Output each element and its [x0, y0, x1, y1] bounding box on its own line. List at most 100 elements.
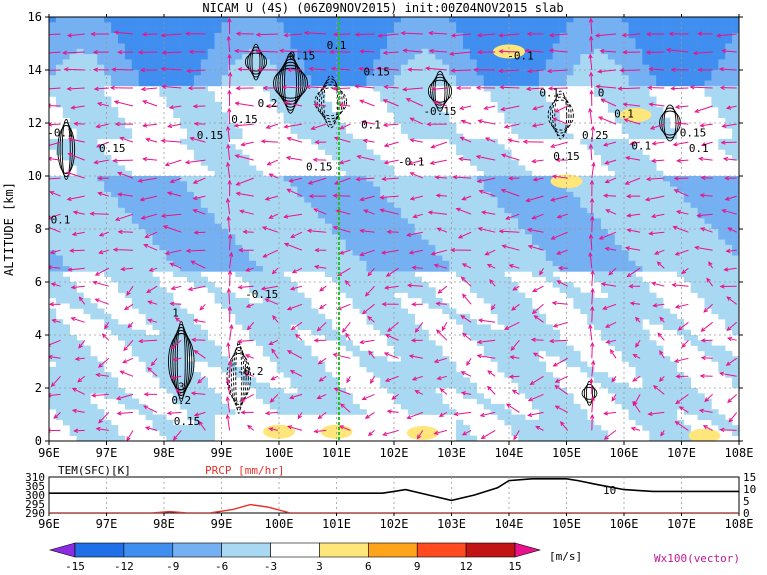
shade-cell: [552, 350, 560, 357]
shade-cell: [642, 361, 650, 368]
shade-cell: [124, 181, 133, 187]
shade-cell: [483, 64, 491, 71]
shade-cell: [304, 382, 312, 389]
shade-cell: [469, 244, 478, 251]
shade-cell: [76, 414, 84, 421]
shade-cell: [83, 255, 91, 262]
shade-cell: [180, 32, 188, 39]
shade-cell: [193, 27, 202, 34]
shade-cell: [614, 202, 622, 209]
shade-cell: [607, 43, 616, 50]
shade-cell: [297, 366, 305, 373]
shade-cell: [621, 356, 629, 362]
shade-cell: [642, 207, 650, 214]
shade-cell: [421, 91, 429, 97]
shade-cell: [69, 38, 77, 44]
shade-cell: [594, 54, 602, 60]
shade-cell: [304, 356, 312, 362]
shade-cell: [621, 59, 629, 65]
shade-cell: [394, 335, 402, 341]
shade-cell: [138, 22, 146, 28]
shade-cell: [497, 223, 505, 230]
shade-cell: [414, 43, 422, 50]
shade-cell: [442, 38, 450, 44]
shade-cell: [338, 27, 346, 34]
shade-cell: [449, 239, 457, 246]
shade-cell: [614, 43, 622, 50]
shade-cell: [621, 223, 629, 230]
shade-cell: [152, 218, 160, 224]
shade-cell: [207, 282, 215, 288]
shade-cell: [159, 17, 167, 23]
shade-cell: [131, 191, 139, 198]
shade-cell: [256, 319, 264, 325]
shade-cell: [159, 319, 167, 325]
shade-cell: [118, 218, 126, 224]
shade-cell: [525, 43, 533, 50]
shade-cell: [649, 388, 657, 394]
shade-cell: [145, 197, 153, 203]
shade-cell: [511, 202, 519, 209]
shade-cell: [373, 186, 381, 193]
shade-cell: [538, 38, 547, 44]
shade-cell: [90, 223, 98, 230]
shade-cell: [518, 372, 526, 378]
shade-cell: [90, 229, 98, 235]
shade-cell: [366, 181, 374, 187]
shade-cell: [55, 297, 64, 304]
shade-cell: [62, 260, 70, 267]
shade-cell: [490, 32, 498, 39]
shade-cell: [601, 186, 609, 193]
shade-cell: [325, 255, 333, 262]
shade-cell: [104, 207, 112, 214]
shade-cell: [173, 255, 181, 262]
shade-cell: [83, 239, 91, 246]
shade-cell: [318, 361, 326, 368]
shade-cell: [421, 229, 429, 235]
shade-cell: [228, 176, 236, 182]
shade-cell: [318, 22, 326, 28]
shade-cell: [276, 207, 284, 214]
shade-cell: [621, 80, 629, 87]
shade-cell: [538, 260, 547, 267]
shade-cell: [97, 80, 105, 87]
shade-cell: [559, 54, 567, 60]
shade-cell: [607, 308, 616, 315]
shade-cell: [207, 340, 215, 346]
shade-cell: [456, 430, 464, 436]
shade-cell: [511, 329, 519, 336]
shade-cell: [490, 335, 498, 341]
shade-cell: [628, 128, 636, 134]
shade-cell: [187, 324, 195, 330]
shade-cell: [545, 425, 553, 431]
shade-cell: [545, 54, 553, 60]
shade-cell: [359, 287, 367, 293]
shade-cell: [83, 27, 91, 34]
shade-cell: [456, 313, 464, 320]
shade-cell: [62, 85, 70, 92]
shade-cell: [283, 350, 291, 357]
shade-cell: [145, 48, 153, 55]
shade-cell: [400, 218, 409, 224]
shade-cell: [545, 229, 553, 235]
shade-cell: [532, 43, 540, 50]
shade-cell: [614, 335, 622, 341]
shade-cell: [483, 181, 491, 187]
shade-cell: [345, 292, 353, 299]
shade-cell: [49, 218, 57, 224]
shade-cell: [304, 260, 312, 267]
shade-cell: [187, 213, 195, 219]
shade-cell: [262, 255, 271, 262]
shade-cell: [283, 117, 291, 124]
shade-cell: [118, 282, 126, 288]
shade-cell: [76, 48, 84, 55]
shade-cell: [635, 292, 643, 299]
shade-cell: [587, 202, 595, 209]
shade-cell: [400, 32, 409, 39]
shade-cell: [394, 308, 402, 315]
shade-cell: [352, 350, 360, 357]
shade-cell: [607, 324, 616, 330]
shade-cell: [145, 54, 153, 60]
shade-cell: [221, 170, 229, 177]
shade-cell: [276, 181, 284, 187]
